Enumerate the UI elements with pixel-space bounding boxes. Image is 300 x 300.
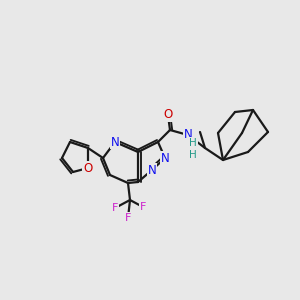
Text: H: H <box>189 150 197 160</box>
Text: N: N <box>160 152 169 164</box>
Text: N: N <box>111 136 119 148</box>
Text: F: F <box>140 202 146 212</box>
Text: O: O <box>83 161 93 175</box>
Text: N: N <box>184 128 192 142</box>
Text: F: F <box>125 213 131 223</box>
Text: O: O <box>164 109 172 122</box>
Text: H: H <box>189 138 197 148</box>
Text: N: N <box>148 164 156 176</box>
Text: F: F <box>112 203 118 213</box>
